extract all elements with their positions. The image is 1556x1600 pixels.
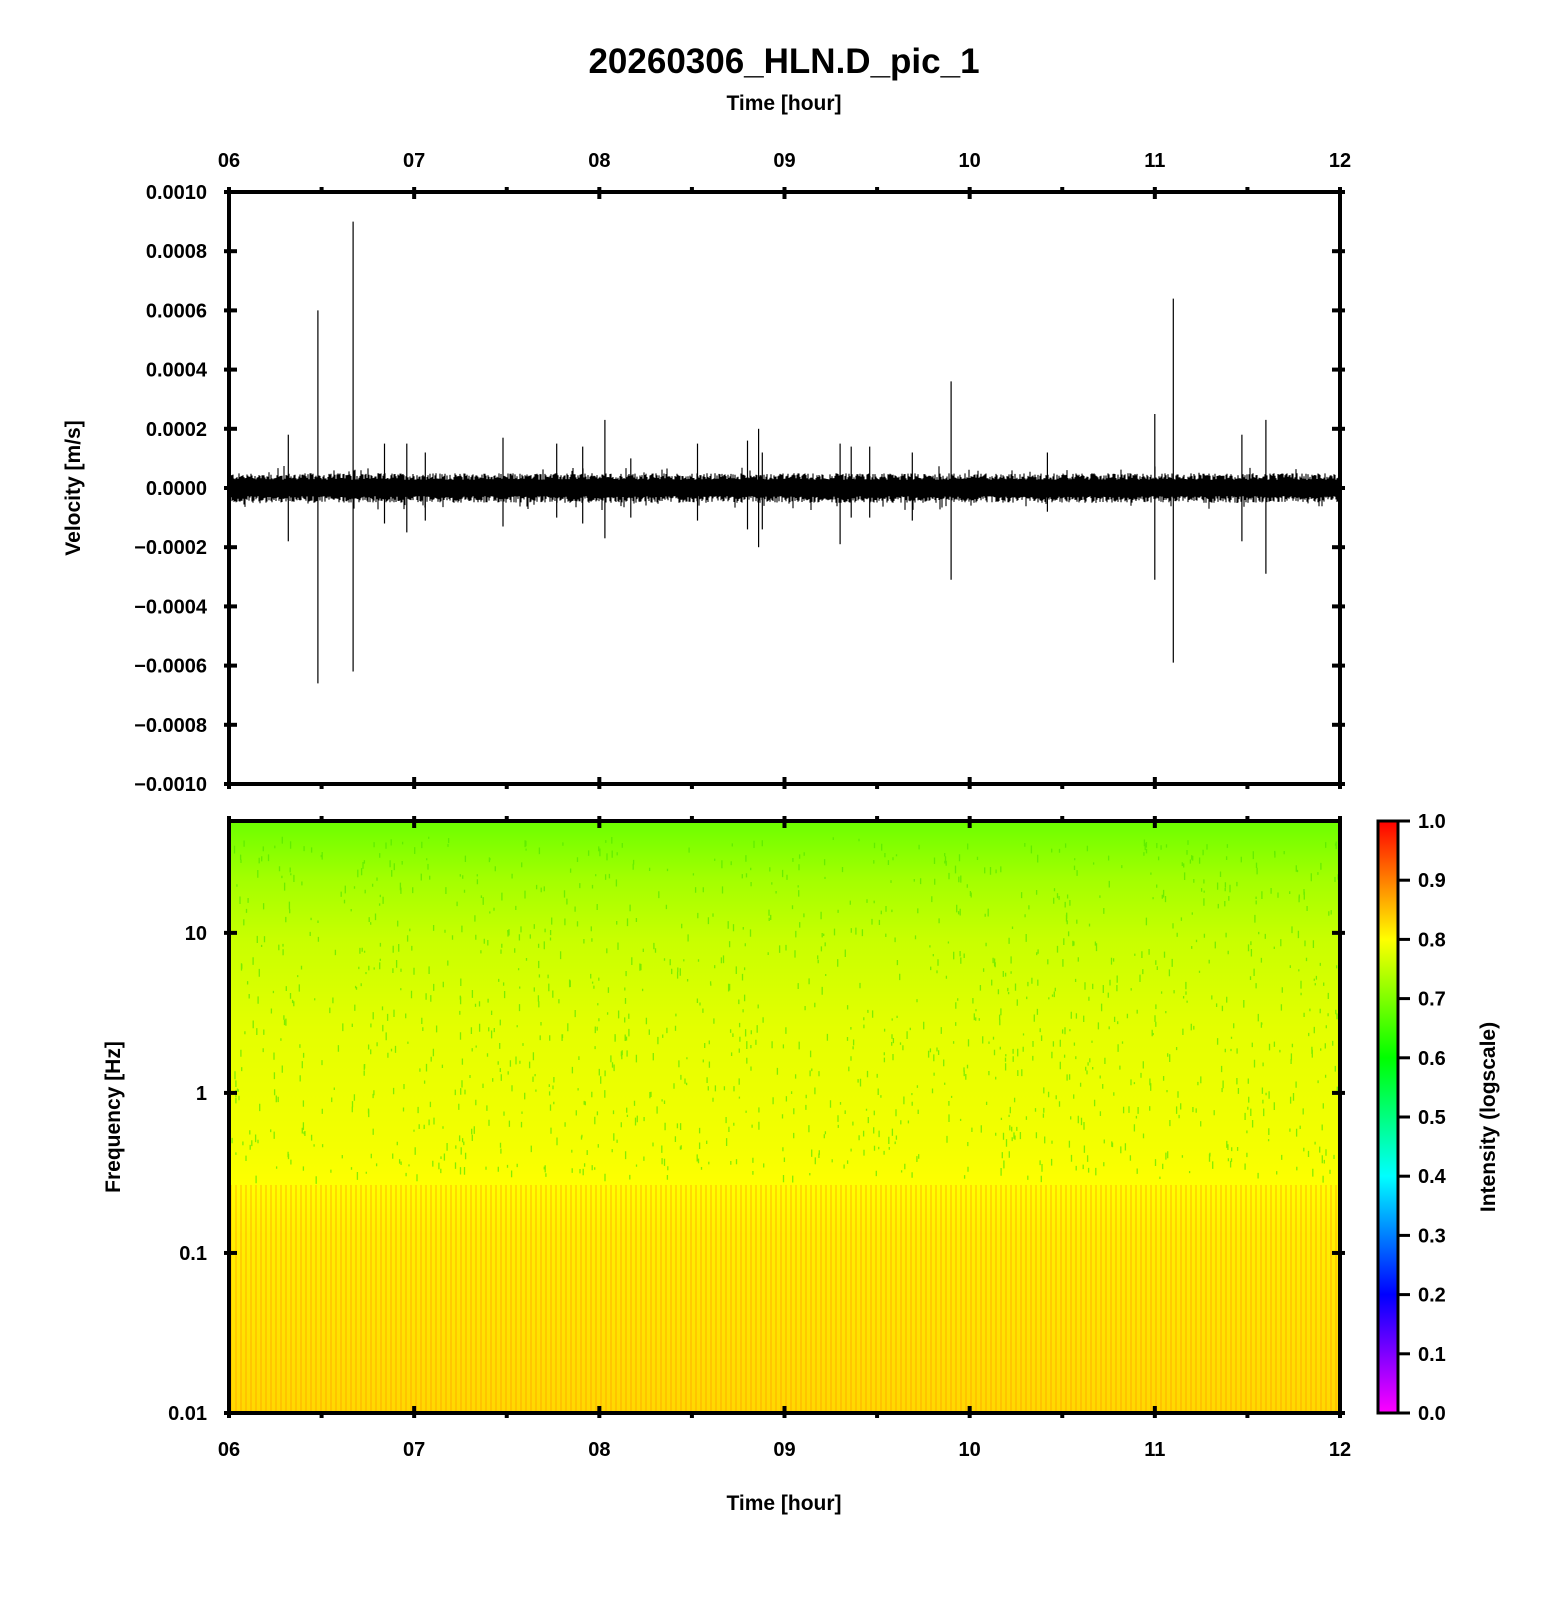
y-tick-label: 0.0006	[146, 300, 207, 322]
y-tick-label: 0.0002	[146, 419, 207, 441]
x-tick-label: 06	[218, 150, 240, 172]
colorbar-label: Intensity (logscale)	[1477, 1022, 1500, 1212]
waveform-panel: 06 07 08 09 10 11 12 0.00100.00080.00060.00040…	[62, 150, 1351, 796]
spectrogram-panel: 06 07 08 09 10 11 12 10 1 0.1 0.01 Frequency [Hz]…	[102, 816, 1351, 1515]
y-tick-label: 10	[185, 923, 207, 945]
spectrogram-speckle	[231, 836, 1339, 1184]
colorbar-tick-label: 0.7	[1418, 989, 1446, 1011]
spectrogram-y-axis-label: Frequency [Hz]	[102, 1041, 125, 1193]
colorbar-tick-label: 0.4	[1418, 1166, 1447, 1188]
colorbar: 1.0 0.9 0.8 0.7 0.6 0.5 0.4 0.3 0.2 0.1 0.0 Intens…	[1376, 811, 1500, 1425]
y-tick-label: 1	[196, 1083, 207, 1105]
colorbar-ticks: 1.0 0.9 0.8 0.7 0.6 0.5 0.4 0.3 0.2 0.1 0.0	[1398, 811, 1447, 1425]
colorbar-tick-label: 0.5	[1418, 1107, 1446, 1129]
colorbar-tick-label: 1.0	[1418, 811, 1446, 833]
colorbar-tick-label: 0.3	[1418, 1225, 1446, 1247]
spectrogram-y-ticks: 10 1 0.1 0.01	[168, 923, 1345, 1425]
y-tick-label: −0.0006	[134, 656, 207, 678]
waveform-noise-band	[229, 466, 1339, 510]
x-tick-label: 12	[1329, 150, 1351, 172]
y-tick-label: 0.0004	[146, 360, 208, 382]
x-tick-label: 10	[959, 1439, 981, 1461]
y-tick-label: −0.0008	[134, 715, 207, 737]
y-tick-label: 0.0000	[146, 478, 207, 500]
colorbar-tick-label: 0.9	[1418, 870, 1446, 892]
y-tick-label: 0.0008	[146, 241, 207, 263]
x-tick-label: 09	[773, 150, 795, 172]
waveform-x-ticks: 06 07 08 09 10 11 12	[218, 150, 1351, 789]
colorbar-tick-label: 0.6	[1418, 1048, 1446, 1070]
spectrogram-x-ticks: 06 07 08 09 10 11 12	[218, 816, 1351, 1461]
colorbar-tick-label: 0.2	[1418, 1285, 1446, 1307]
y-tick-label: −0.0004	[134, 596, 208, 618]
colorbar-tick-label: 0.0	[1418, 1403, 1446, 1425]
colorbar-tick-label: 0.1	[1418, 1344, 1446, 1366]
x-tick-label: 08	[588, 1439, 610, 1461]
spectrogram-low-frequency-striping	[229, 1185, 1340, 1413]
waveform-noise-trace	[229, 466, 1339, 510]
x-tick-label: 12	[1329, 1439, 1351, 1461]
x-tick-label: 08	[588, 150, 610, 172]
x-tick-label: 10	[959, 150, 981, 172]
y-tick-label: −0.0002	[134, 537, 207, 559]
colorbar-gradient	[1376, 819, 1400, 1415]
waveform-y-axis-label: Velocity [m/s]	[62, 420, 85, 555]
y-tick-label: 0.0010	[146, 182, 207, 204]
x-tick-label: 11	[1144, 1439, 1165, 1461]
x-tick-label: 09	[773, 1439, 795, 1461]
x-tick-label: 11	[1144, 150, 1165, 172]
x-tick-label: 06	[218, 1439, 240, 1461]
x-tick-label: 07	[403, 1439, 425, 1461]
spectrogram-x-axis-label: Time [hour]	[726, 1492, 841, 1515]
colorbar-tick-label: 0.8	[1418, 929, 1446, 951]
waveform-y-ticks: 0.0010 0.0008 0.0006 0.0004 0.0002 0.0000 −0.0…	[134, 182, 1345, 796]
y-tick-label: 0.01	[168, 1403, 207, 1425]
y-tick-label: −0.0010	[134, 774, 207, 796]
top-x-axis-label: Time [hour]	[726, 92, 841, 115]
x-tick-label: 07	[403, 150, 425, 172]
figure-title: 20260306_HLN.D_pic_1	[588, 42, 979, 81]
waveform-spikes	[287, 221, 1267, 684]
spectrogram-speckle-marks	[231, 836, 1339, 1184]
y-tick-label: 0.1	[179, 1243, 207, 1265]
